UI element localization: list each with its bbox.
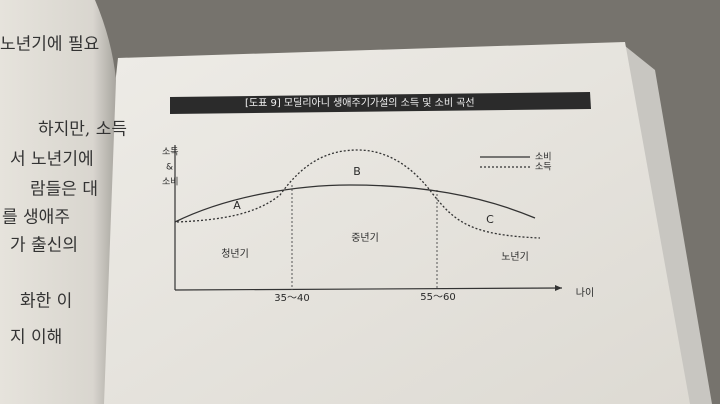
y-label: 소득: [162, 147, 179, 158]
text-line: 를 생애주: [2, 208, 70, 228]
left-page-text: 노년기에 필요 하지만, 소득 서 노년기에 람들은 대 를 생애주 가 출신의…: [0, 35, 127, 348]
left-page: [0, 0, 116, 404]
text-line: 람들은 대: [30, 180, 98, 200]
region-label: C: [486, 213, 494, 226]
stage-label: 청년기: [221, 248, 249, 260]
region-label: B: [353, 165, 361, 178]
text-line: 하지만, 소득: [38, 120, 127, 140]
right-page: [80, 42, 690, 404]
legend-label: 소득: [535, 162, 552, 173]
income-curve: [176, 149, 541, 239]
text-line: 가 출신의: [10, 236, 78, 256]
stage-label: 중년기: [351, 232, 379, 244]
figure-title: [도표 9] 모딜리아니 생애주기가설의 소득 및 소비 곡선: [245, 97, 475, 109]
page-edge: [620, 42, 712, 404]
x-tick-label: 55～60: [420, 292, 455, 303]
x-axis: [174, 287, 563, 291]
consumption-curve: [174, 184, 536, 223]
axis-arrow: [555, 285, 562, 291]
y-label: &: [166, 163, 173, 173]
text-line: 지 이해: [10, 328, 62, 348]
header-bar: [170, 92, 591, 114]
x-label: 나이: [576, 287, 594, 299]
x-tick-label: 35～40: [274, 293, 309, 304]
stage-label: 노년기: [501, 251, 529, 263]
legend-label: 소비: [535, 152, 552, 163]
y-label: 소비: [162, 177, 179, 188]
text-line: 서 노년기에: [10, 150, 94, 170]
region-label: A: [233, 199, 241, 212]
text-line: 화한 이: [20, 292, 72, 312]
text-line: 노년기에 필요: [0, 35, 99, 55]
